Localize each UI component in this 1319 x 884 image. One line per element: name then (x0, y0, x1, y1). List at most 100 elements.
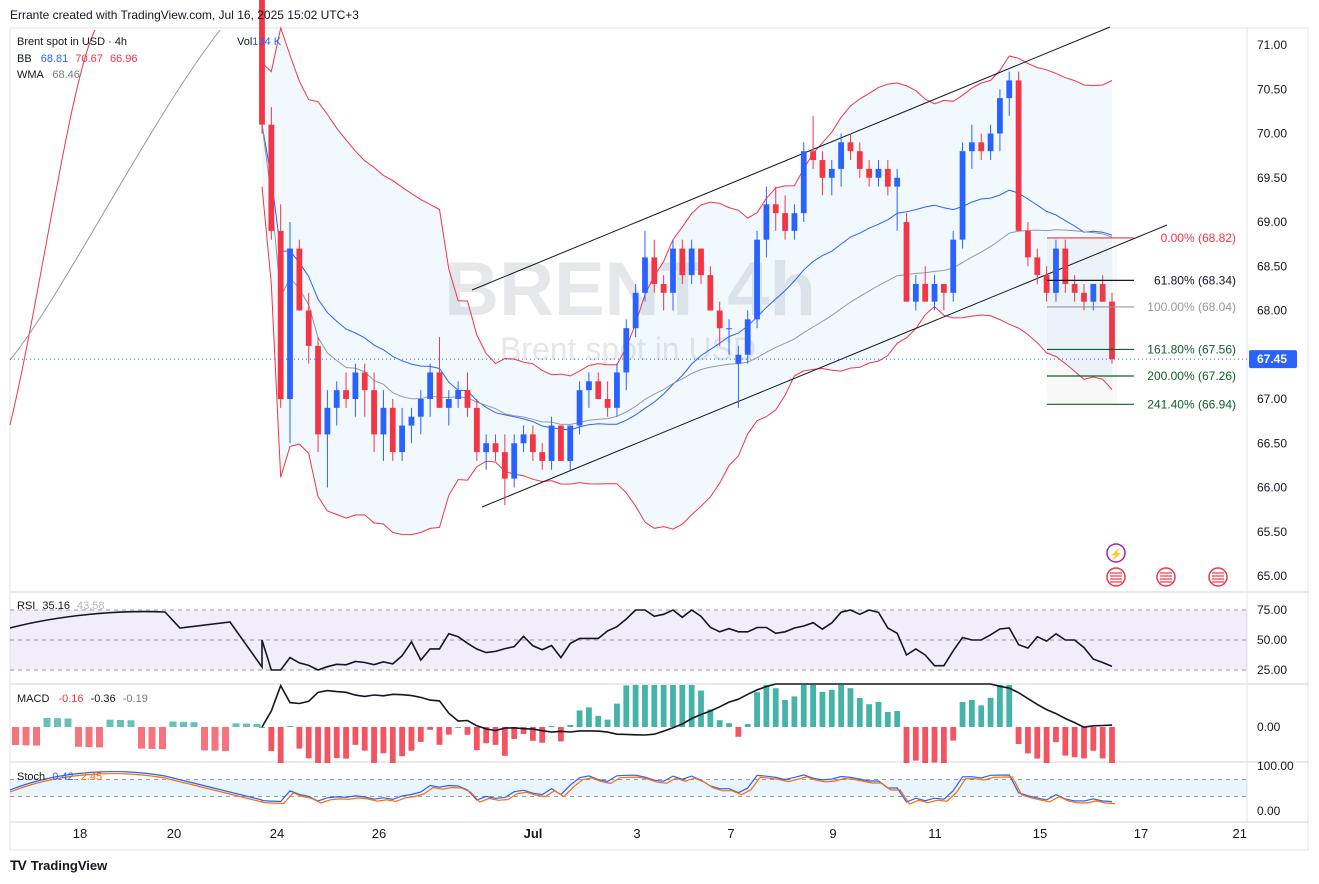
macd-bar (287, 726, 293, 727)
us-flag-event-icon (1208, 567, 1228, 587)
wma-label: WMA (17, 69, 44, 81)
candle (576, 390, 583, 426)
macd-bar-history (127, 720, 135, 727)
macd-bar (268, 727, 275, 751)
macd-bar (1071, 727, 1078, 758)
macd-bar (380, 727, 387, 754)
candle (968, 142, 975, 152)
candle (782, 213, 788, 231)
macd-bar (754, 692, 760, 727)
fib-level-label: 241.40% (66.94) (1147, 397, 1236, 411)
macd-bar (1025, 727, 1031, 754)
price-tick: 69.00 (1257, 215, 1287, 229)
candle (744, 319, 751, 355)
vol-label: Vol (237, 36, 253, 48)
candle (259, 0, 265, 125)
candle (791, 213, 798, 231)
macd-bar (492, 727, 499, 745)
rsi-value: 35.16 (42, 600, 70, 612)
macd-bar (670, 685, 676, 727)
macd-bar-history (222, 727, 229, 751)
candle (1006, 80, 1013, 99)
macd-tick: 0.00 (1257, 720, 1281, 734)
macd-bar (922, 727, 929, 763)
macd-bar (305, 727, 312, 759)
candle (380, 407, 387, 435)
candle (660, 283, 667, 293)
price-tick: 66.50 (1257, 436, 1287, 450)
stoch-k-value: 0.42 (52, 771, 74, 783)
bb-upper-value: 70.67 (75, 53, 103, 65)
rsi-line (9, 609, 1113, 671)
macd-bar (1006, 685, 1013, 727)
macd-bar (950, 727, 957, 741)
macd-bar (586, 707, 592, 727)
macd-legend: MACD -0.16 -0.36 -0.19 (17, 693, 148, 705)
channel-upper (471, 26, 1111, 291)
time-tick: 11 (928, 826, 942, 841)
macd-bar-history (106, 719, 114, 727)
candle (894, 177, 901, 187)
macd-bar (576, 710, 583, 727)
lightning-event-icon (1106, 543, 1126, 563)
macd-bar (361, 727, 368, 751)
candle (287, 248, 293, 399)
macd-bar (959, 702, 966, 727)
candle (436, 372, 443, 408)
rsi-legend: RSI 35.16 43.58 (17, 600, 105, 612)
candle (352, 372, 359, 399)
candle (268, 124, 275, 231)
macd-bar (399, 727, 406, 757)
macd-bar-history (138, 727, 145, 749)
macd-bar (866, 704, 873, 727)
time-tick: 24 (270, 826, 284, 841)
macd-bar (716, 720, 723, 727)
time-tick: 15 (1033, 826, 1047, 841)
macd-bar (800, 685, 807, 727)
macd-bar (520, 727, 527, 734)
candle (838, 142, 845, 169)
macd-bar-history (54, 718, 61, 727)
bb-legend: BB 68.81 70.67 66.96 (17, 53, 137, 65)
candle (828, 168, 835, 178)
macd-bar (810, 685, 816, 727)
macd-hist-value: -0.16 (58, 693, 84, 705)
macd-bar (987, 697, 994, 727)
candle (492, 443, 499, 453)
bb-basis-line (261, 124, 1113, 431)
macd-bar (894, 711, 901, 727)
candle (1034, 257, 1041, 276)
macd-bar (1043, 727, 1050, 763)
bb-lower-line (261, 186, 1113, 536)
candle (1025, 230, 1031, 258)
candle (931, 283, 938, 302)
wma-history (9, 29, 221, 361)
candle (1099, 283, 1106, 302)
macd-bar (511, 727, 518, 739)
bb-upper-history (9, 29, 96, 426)
time-tick: 7 (727, 826, 734, 841)
macd-bar-history (159, 727, 166, 750)
time-tick: 18 (73, 826, 87, 841)
price-tick: 69.50 (1257, 171, 1287, 185)
candle (810, 151, 816, 161)
tradingview-brand[interactable]: TV TradingView (10, 857, 107, 873)
candle (940, 283, 947, 293)
macd-bar-history (180, 721, 187, 727)
stoch-tick-low: 0.00 (1257, 804, 1281, 818)
bb-upper-line (261, 26, 1113, 377)
tradingview-logo-icon: TV (10, 857, 27, 873)
macd-bar (763, 685, 770, 727)
macd-bar (548, 726, 555, 727)
candle (305, 310, 312, 346)
fib-zone (1047, 237, 1117, 405)
candle (726, 328, 732, 330)
candle (875, 168, 882, 178)
macd-bar-history (96, 727, 103, 748)
bb-basis-value: 68.81 (40, 53, 69, 65)
macd-bar (679, 685, 686, 727)
candle (1081, 292, 1087, 302)
candle (324, 407, 331, 435)
time-tick: 20 (167, 826, 181, 841)
